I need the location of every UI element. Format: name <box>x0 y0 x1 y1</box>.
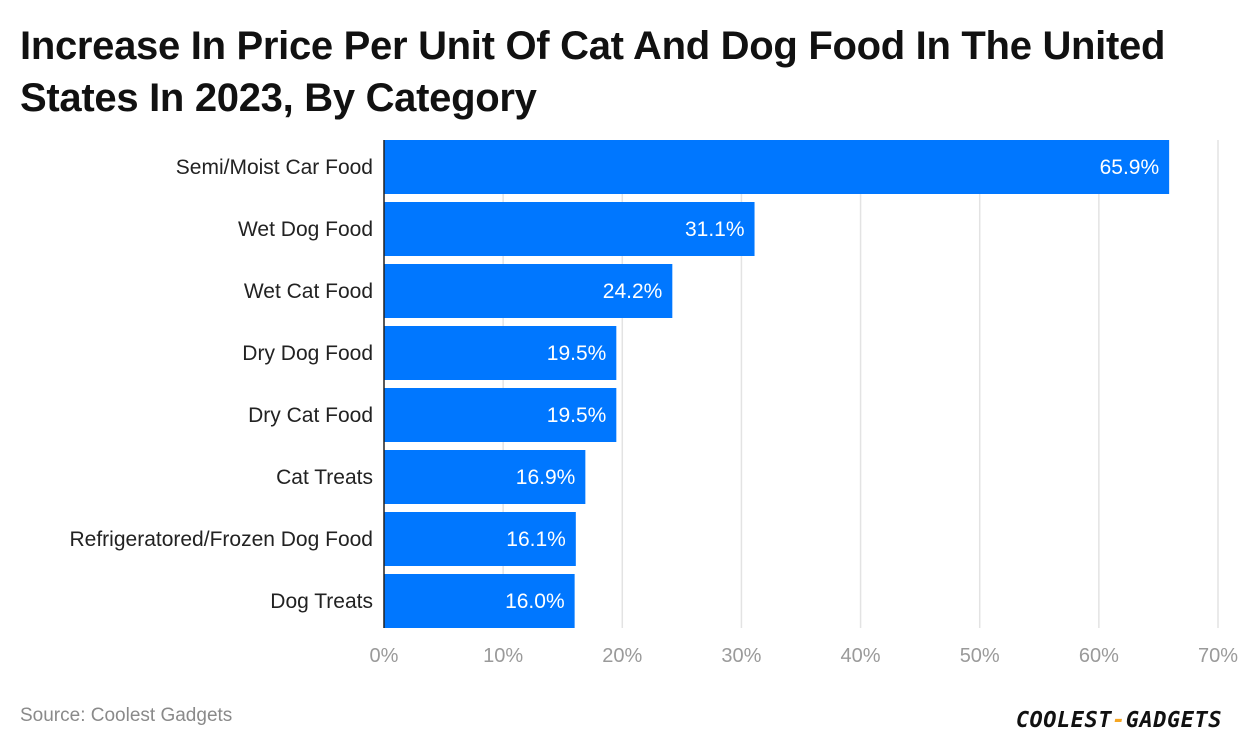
bar <box>384 264 673 318</box>
x-tick-label: 10% <box>483 645 523 667</box>
x-tick-label: 20% <box>602 645 642 667</box>
bar <box>384 202 755 256</box>
bar-chart: Semi/Moist Car Food Wet Dog Food Wet Cat F… <box>70 140 1239 667</box>
brand-logo: COOLEST-GADGETS <box>1016 708 1222 733</box>
category-label: Wet Dog Food <box>238 218 373 241</box>
category-label: Refrigeratored/Frozen Dog Food <box>70 528 374 551</box>
bar <box>384 140 1170 194</box>
data-label: 16.0% <box>505 590 565 613</box>
value-labels: 65.9% 31.1% 24.2% 19.5% 19.5% 16.9% 16.1% 16.0% <box>505 156 1159 613</box>
bar <box>384 512 576 566</box>
category-label: Dry Cat Food <box>248 404 373 427</box>
category-label: Semi/Moist Car Food <box>176 156 373 179</box>
category-labels: Semi/Moist Car Food Wet Dog Food Wet Cat F… <box>70 156 374 613</box>
category-label: Dog Treats <box>270 590 373 613</box>
x-tick-label: 40% <box>841 645 881 667</box>
x-tick-label: 50% <box>960 645 1000 667</box>
logo-part2: GADGETS <box>1125 708 1222 733</box>
x-tick-label: 70% <box>1198 645 1238 667</box>
chart-title: Increase In Price Per Unit Of Cat And Do… <box>20 24 1166 120</box>
data-label: 31.1% <box>685 218 745 241</box>
bar <box>384 388 617 442</box>
logo-dash: - <box>1112 708 1126 733</box>
bar <box>384 450 586 504</box>
source-note: Source: Coolest Gadgets <box>20 705 233 726</box>
x-tick-label: 60% <box>1079 645 1119 667</box>
category-label: Cat Treats <box>276 466 373 489</box>
x-tick-labels: 0% 10% 20% 30% 40% 50% 60% 70% <box>370 645 1239 667</box>
data-label: 19.5% <box>547 342 607 365</box>
data-label: 65.9% <box>1100 156 1160 179</box>
data-label: 16.9% <box>516 466 576 489</box>
data-label: 16.1% <box>506 528 566 551</box>
category-label: Dry Dog Food <box>242 342 373 365</box>
category-label: Wet Cat Food <box>244 280 373 303</box>
data-label: 24.2% <box>603 280 663 303</box>
bar <box>384 326 617 380</box>
data-label: 19.5% <box>547 404 607 427</box>
x-tick-label: 30% <box>721 645 761 667</box>
bar <box>384 574 575 628</box>
x-tick-label: 0% <box>370 645 399 667</box>
bars <box>384 140 1170 628</box>
logo-part1: COOLEST <box>1015 708 1113 733</box>
